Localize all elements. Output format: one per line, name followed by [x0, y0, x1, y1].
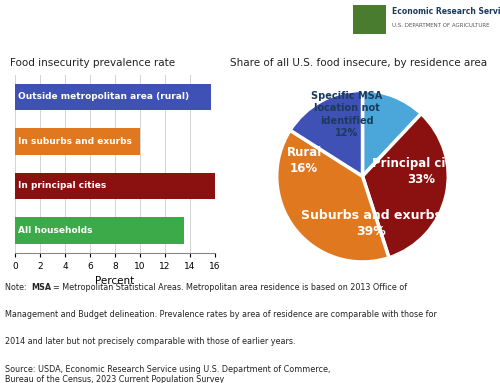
- Text: Management and Budget delineation. Prevalence rates by area of residence are com: Management and Budget delineation. Preva…: [5, 310, 437, 319]
- Bar: [15, 217, 184, 244]
- Text: U.S. DEPARTMENT OF AGRICULTURE: U.S. DEPARTMENT OF AGRICULTURE: [392, 23, 490, 28]
- Text: MSA: MSA: [32, 283, 52, 292]
- Text: In suburbs and exurbs: In suburbs and exurbs: [18, 137, 132, 146]
- Text: Specific MSA
location not
identified
12%: Specific MSA location not identified 12%: [312, 91, 382, 138]
- Wedge shape: [362, 114, 448, 258]
- Text: Principal cities
33%: Principal cities 33%: [372, 157, 470, 187]
- Text: households, by residence area, 2023: households, by residence area, 2023: [10, 13, 269, 26]
- Text: Note:: Note:: [5, 283, 29, 292]
- Text: Economic Research Service: Economic Research Service: [392, 7, 500, 16]
- X-axis label: Percent: Percent: [96, 277, 134, 286]
- Text: Rural
16%: Rural 16%: [286, 146, 322, 175]
- Text: Food insecurity prevalence rate: Food insecurity prevalence rate: [10, 58, 175, 68]
- Text: Outside metropolitan area (rural): Outside metropolitan area (rural): [18, 92, 189, 101]
- Text: = Metropolitan Statistical Areas. Metropolitan area residence is based on 2013 O: = Metropolitan Statistical Areas. Metrop…: [53, 283, 407, 292]
- Text: In principal cities: In principal cities: [18, 182, 106, 190]
- Bar: [15, 128, 140, 155]
- Bar: [15, 83, 212, 110]
- Text: Share of all U.S. food insecure, by residence area: Share of all U.S. food insecure, by resi…: [230, 58, 488, 68]
- Text: Suburbs and exurbs
39%: Suburbs and exurbs 39%: [300, 209, 442, 238]
- Bar: [15, 173, 215, 199]
- Text: All households: All households: [18, 226, 92, 235]
- Bar: [353, 5, 386, 34]
- Text: 2014 and later but not precisely comparable with those of earlier years.: 2014 and later but not precisely compara…: [5, 337, 296, 346]
- Wedge shape: [290, 90, 362, 176]
- Wedge shape: [362, 90, 421, 176]
- Text: Source: USDA, Economic Research Service using U.S. Department of Commerce,
Burea: Source: USDA, Economic Research Service …: [5, 365, 330, 383]
- Wedge shape: [276, 130, 389, 262]
